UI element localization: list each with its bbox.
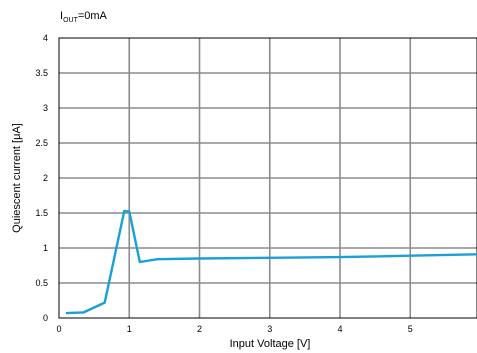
y-tick-label: 3 [43,103,48,113]
x-tick-label: 0 [56,324,61,334]
x-tick-label: 5 [408,324,413,334]
grid [59,38,477,318]
x-tick-label: 1 [127,324,132,334]
x-axis-label: Input Voltage [V] [230,338,311,350]
plot-frame [58,37,477,319]
y-axis-label: Quiescent current [μA] [11,123,23,233]
x-tick-label: 4 [338,324,343,334]
y-tick-label: 2 [43,173,48,183]
y-tick-labels: 0 0.5 1 1.5 2 2.5 3 3.5 4 [35,33,48,323]
condition-symbol: I [60,10,63,22]
y-tick-label: 1 [43,243,48,253]
y-tick-label: 1.5 [35,208,48,218]
x-tick-label: 3 [267,324,272,334]
y-tick-label: 0.5 [35,278,48,288]
series-layer [65,209,477,315]
x-tick-labels: 0 1 2 3 4 5 [56,324,412,334]
y-tick-label: 4 [43,33,48,43]
condition-subscript: OUT [63,17,79,24]
x-tick-label: 2 [197,324,202,334]
series-line-0 [65,209,477,315]
y-tick-label: 2.5 [35,138,48,148]
y-tick-label: 3.5 [35,68,48,78]
y-tick-label: 0 [43,313,48,323]
condition-label: IOUT=0mA [60,10,108,24]
condition-value: =0mA [78,10,108,22]
